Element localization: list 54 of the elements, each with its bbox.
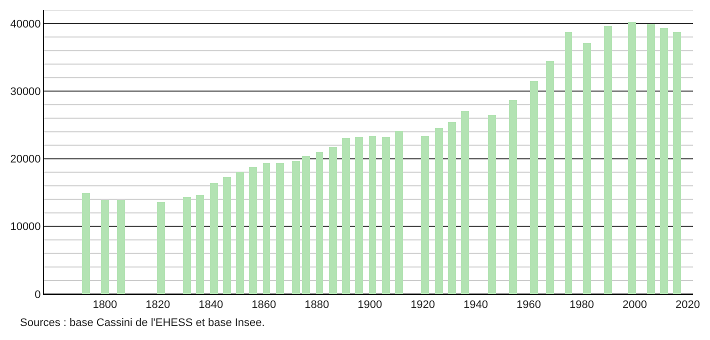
y-tick-label: 10000 <box>10 221 41 234</box>
bar <box>647 24 655 294</box>
bar <box>302 156 310 294</box>
y-tick-label: 30000 <box>10 86 41 98</box>
bar <box>660 28 668 294</box>
x-tick-label: 1940 <box>464 299 488 312</box>
x-tick-label: 1800 <box>92 299 118 312</box>
x-tick-label: 1920 <box>410 299 436 312</box>
bar <box>157 202 165 294</box>
bar <box>509 100 517 294</box>
bar <box>183 197 191 294</box>
bar <box>249 167 257 294</box>
bar <box>117 200 125 294</box>
bar <box>546 61 554 294</box>
bar <box>604 26 612 294</box>
bar <box>421 136 429 294</box>
bar <box>488 115 496 294</box>
bar <box>355 137 363 294</box>
bar <box>292 161 300 294</box>
bar <box>628 22 636 294</box>
x-tick-label: 1960 <box>516 299 541 312</box>
bar <box>395 131 403 294</box>
x-tick-label: 1840 <box>198 299 224 312</box>
x-tick-label: 1860 <box>252 299 276 312</box>
bar <box>223 177 231 294</box>
bar <box>565 32 572 294</box>
bar <box>342 138 350 294</box>
x-tick-label: 1980 <box>570 299 594 312</box>
bar <box>530 81 538 294</box>
bar <box>369 136 376 294</box>
bar <box>196 195 204 294</box>
x-tick-label: 2020 <box>675 299 700 312</box>
bar <box>382 137 390 294</box>
bar <box>461 111 469 294</box>
x-tick-label: 1900 <box>358 299 382 312</box>
bar <box>210 183 218 294</box>
bar <box>673 32 681 294</box>
y-tick-label: 0 <box>34 288 41 301</box>
bar <box>82 193 90 294</box>
bar <box>435 128 443 294</box>
x-tick-label: 1880 <box>304 299 330 312</box>
y-tick-label: 40000 <box>10 18 41 30</box>
bar <box>276 163 284 294</box>
bar <box>583 43 591 294</box>
y-tick-label: 20000 <box>10 154 41 166</box>
x-tick-label: 2000 <box>622 299 647 312</box>
bar <box>263 163 270 294</box>
bar <box>448 122 456 294</box>
source-note: Sources : base Cassini de l'EHESS et base Insee. <box>20 317 265 329</box>
bar <box>329 147 337 294</box>
bar <box>316 152 323 294</box>
x-tick-label: 1820 <box>146 299 170 312</box>
bar <box>236 172 244 294</box>
bar <box>101 200 109 294</box>
